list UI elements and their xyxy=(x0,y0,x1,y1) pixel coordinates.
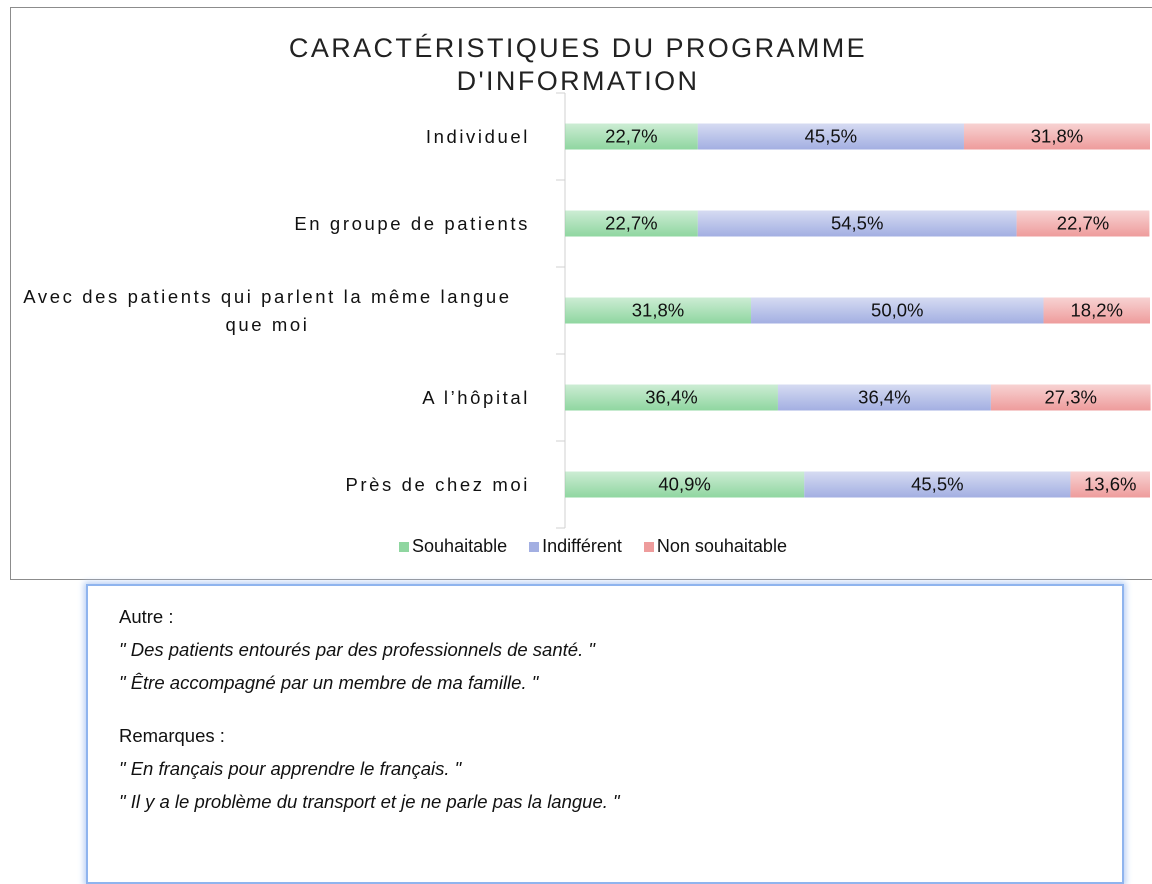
data-label: 22,7% xyxy=(1057,212,1109,233)
chart: 22,7% 45,5% 31,8% 22,7% 54,5% 22,7% 31,8% 50,0%… xyxy=(556,92,1151,529)
legend-swatch xyxy=(529,541,540,552)
data-label: 45,5% xyxy=(805,125,857,146)
y-tick-label: Avec des patients qui parlent la même la… xyxy=(23,285,512,335)
bar-segment xyxy=(565,471,805,498)
data-label: 31,8% xyxy=(632,299,684,320)
bar-segment xyxy=(1070,471,1150,498)
bar-segment xyxy=(565,297,752,324)
legend: Souhaitable Indifférent Non souhaitable xyxy=(0,536,1152,557)
y-tick-label: En groupe de patients xyxy=(294,212,530,234)
legend-item: Non souhaitable xyxy=(643,536,787,557)
y-tick-label: Individuel xyxy=(425,125,530,147)
y-tick-label: A l’hôpital xyxy=(422,386,530,408)
bar-segment xyxy=(697,210,1017,237)
notes-box: Autre : " Des patients entourés par des … xyxy=(86,584,1124,884)
legend-swatch xyxy=(643,541,654,552)
data-label: 54,5% xyxy=(831,212,883,233)
note: " Des patients entourés par des professi… xyxy=(119,639,595,660)
chart-title: CARACTÉRISTIQUES DU PROGRAMME D'INFORMAT… xyxy=(288,33,868,96)
note: " Être accompagné par un membre de ma fa… xyxy=(119,672,539,693)
bar-segment xyxy=(565,384,778,411)
data-label: 36,4% xyxy=(858,386,910,407)
data-label: 22,7% xyxy=(605,212,657,233)
bar-segment xyxy=(565,210,698,237)
spacer xyxy=(119,699,1122,719)
legend-label: Non souhaitable xyxy=(656,536,787,556)
data-label: 50,0% xyxy=(871,299,923,320)
data-label: 31,8% xyxy=(1031,125,1083,146)
bar-segment xyxy=(751,297,1044,324)
bar-segment xyxy=(697,123,964,150)
legend-label: Indifférent xyxy=(542,536,622,556)
note: " Il y a le problème du transport et je … xyxy=(119,791,620,812)
bar-segment xyxy=(565,123,698,150)
notes-heading: Autre : xyxy=(119,606,174,627)
legend-item: Indifférent xyxy=(529,536,622,557)
data-label: 13,6% xyxy=(1084,473,1136,494)
note: " En français pour apprendre le français… xyxy=(119,758,462,779)
data-label: 45,5% xyxy=(911,473,963,494)
data-label: 40,9% xyxy=(658,473,710,494)
legend-label: Souhaitable xyxy=(412,536,508,556)
data-label: 22,7% xyxy=(605,125,657,146)
chart-frame xyxy=(10,7,1152,580)
bar-segment xyxy=(963,123,1150,150)
bar-segment xyxy=(1016,210,1150,237)
y-tick-label: Près de chez moi xyxy=(345,473,530,495)
bar-segment xyxy=(1043,297,1150,324)
data-label: 27,3% xyxy=(1044,386,1096,407)
bar-segment xyxy=(804,471,1071,498)
legend-swatch xyxy=(399,541,410,552)
bar-segment xyxy=(777,384,991,411)
data-label: 18,2% xyxy=(1071,299,1123,320)
bar-segment xyxy=(990,384,1151,411)
data-label: 36,4% xyxy=(645,386,697,407)
notes-heading: Remarques : xyxy=(119,725,225,746)
legend-item: Souhaitable xyxy=(399,536,507,557)
